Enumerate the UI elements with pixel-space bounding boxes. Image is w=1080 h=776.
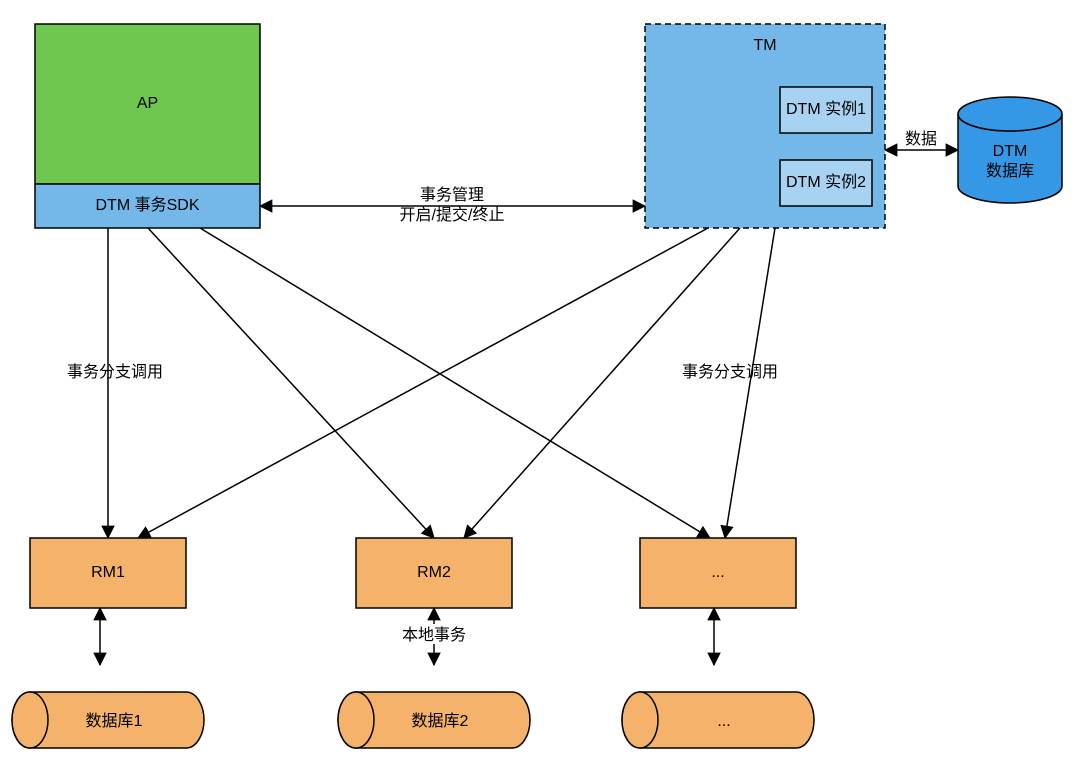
edge-label-ap_rm1: 事务分支调用: [67, 363, 163, 381]
edge-label-sdk_tm-1: 事务管理: [420, 186, 484, 204]
svg-text:AP: AP: [137, 95, 158, 112]
edge-tm_rm2: [464, 228, 740, 538]
svg-text:数据库: 数据库: [986, 162, 1034, 180]
svg-text:DTM 事务SDK: DTM 事务SDK: [95, 196, 199, 214]
svg-text:数据库2: 数据库2: [412, 712, 469, 730]
svg-text:...: ...: [717, 713, 730, 730]
edge-ap_rm2: [148, 228, 434, 538]
edge-label-tm_db: 数据: [905, 130, 937, 148]
edge-label-rm2_db2: 本地事务: [402, 626, 466, 644]
edge-ap_rm3: [200, 228, 710, 538]
edge-label-tm_rm3: 事务分支调用: [682, 363, 778, 381]
svg-text:TM: TM: [753, 37, 776, 54]
svg-text:DTM 实例1: DTM 实例1: [786, 100, 866, 118]
svg-text:DTM: DTM: [993, 143, 1028, 160]
edge-label-sdk_tm-2: 开启/提交/终止: [400, 206, 505, 224]
architecture-diagram: AP DTM 事务SDK TM DTM 实例1 DTM 实例2 DTM 数据库 RM1 RM2.…: [0, 0, 1080, 776]
svg-text:DTM 实例2: DTM 实例2: [786, 173, 866, 191]
svg-text:数据库1: 数据库1: [86, 712, 143, 730]
edge-tm_rm1: [138, 228, 708, 538]
svg-text:...: ...: [711, 564, 724, 581]
edge-tm_rm3: [725, 228, 775, 538]
svg-text:RM2: RM2: [417, 564, 451, 581]
svg-text:RM1: RM1: [91, 564, 125, 581]
